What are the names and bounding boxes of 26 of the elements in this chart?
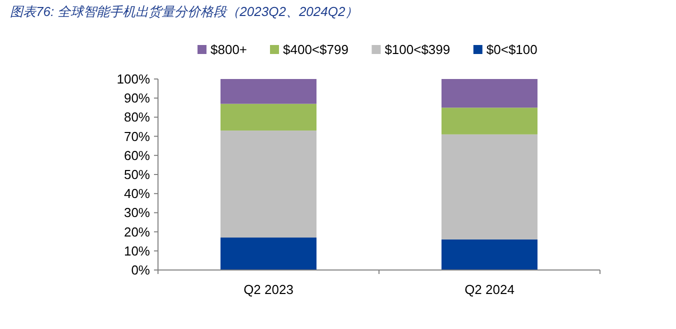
- x-tick-label: Q2 2023: [244, 282, 294, 297]
- bar: [442, 108, 538, 134]
- y-tick-label: 10%: [124, 243, 150, 258]
- y-tick-label: 30%: [124, 205, 150, 220]
- bar: [220, 238, 316, 270]
- y-tick-label: 70%: [124, 128, 150, 144]
- bar: [442, 79, 538, 108]
- y-tick-label: 40%: [124, 186, 150, 202]
- y-tick-label: 90%: [124, 90, 150, 106]
- y-tick-label: 60%: [124, 148, 150, 163]
- bar: [442, 134, 538, 240]
- y-tick-label: 80%: [124, 110, 150, 125]
- legend-label: $400<$799: [283, 42, 348, 57]
- bar: [220, 79, 316, 104]
- y-tick-label: 50%: [124, 167, 150, 182]
- y-tick-label: 20%: [124, 224, 150, 240]
- legend-label: $800+: [210, 42, 248, 57]
- legend-label: $100<$399: [384, 42, 450, 57]
- y-tick-label: 0%: [131, 262, 150, 278]
- bar: [442, 239, 538, 270]
- x-tick-label: Q2 2024: [464, 282, 514, 297]
- bar: [220, 104, 316, 131]
- y-tick-label: 100%: [116, 72, 150, 86]
- bar: [220, 130, 316, 238]
- chart-title: 图表76: 全球智能手机出货量分价格段（2023Q2、2024Q2）: [10, 4, 358, 19]
- legend-label: $0<$100: [486, 42, 538, 57]
